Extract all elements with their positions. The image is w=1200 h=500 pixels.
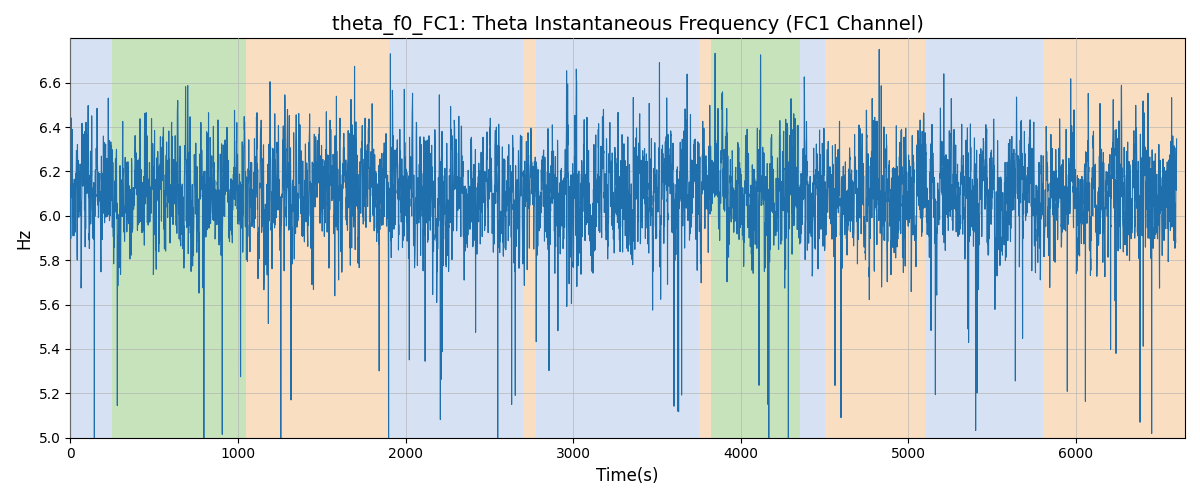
Y-axis label: Hz: Hz [14, 228, 32, 248]
Bar [824, 38, 925, 438]
X-axis label: Time(s): Time(s) [596, 467, 659, 485]
Bar [71, 38, 113, 438]
Bar [113, 38, 246, 438]
Bar [1073, 38, 1184, 438]
Bar [523, 38, 536, 438]
Bar [799, 38, 824, 438]
Bar [536, 38, 698, 438]
Bar [246, 38, 389, 438]
Bar [1043, 38, 1073, 438]
Bar [710, 38, 799, 438]
Bar [698, 38, 710, 438]
Bar [925, 38, 1043, 438]
Bar [389, 38, 523, 438]
Title: theta_f0_FC1: Theta Instantaneous Frequency (FC1 Channel): theta_f0_FC1: Theta Instantaneous Freque… [331, 15, 924, 35]
